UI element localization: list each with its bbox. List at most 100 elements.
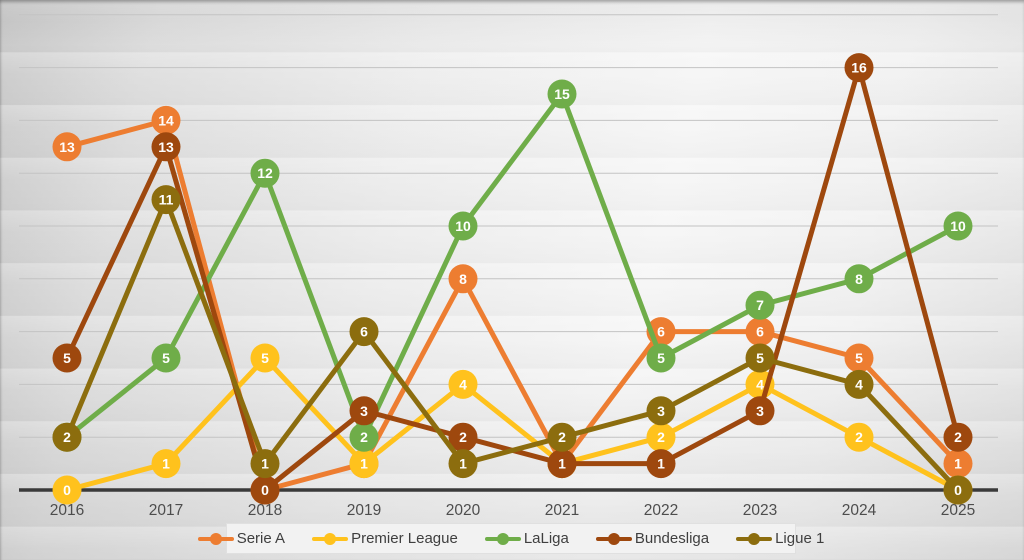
data-point-marker-premier-league (52, 475, 82, 505)
data-point-marker-laliga (646, 343, 676, 373)
legend-dot-icon (209, 532, 222, 545)
x-tick-label: 2018 (248, 502, 282, 519)
data-point-marker-premier-league (844, 422, 874, 452)
data-point-label-ligue-1: 0 (954, 482, 962, 498)
data-point-marker-ligue-1 (943, 475, 973, 505)
data-point-marker-premier-league (349, 449, 379, 479)
data-point-label-premier-league: 1 (162, 456, 170, 472)
data-point-label-laliga: 5 (162, 350, 170, 366)
data-point-label-premier-league: 4 (459, 376, 467, 392)
data-point-label-laliga: 12 (257, 165, 273, 181)
series-line-laliga (64, 91, 961, 440)
data-point-marker-bundesliga (52, 343, 82, 373)
data-point-marker-premier-league (151, 449, 181, 479)
data-point-label-ligue-1: 11 (159, 192, 174, 208)
data-point-label-serie-a: 8 (459, 271, 467, 287)
data-point-marker-laliga (151, 343, 181, 373)
data-point-marker-ligue-1 (448, 449, 478, 479)
data-point-marker-premier-league (646, 422, 676, 452)
data-point-marker-premier-league (250, 343, 280, 373)
data-point-label-ligue-1: 2 (63, 429, 71, 445)
legend-item-bundesliga[interactable]: Bundesliga (595, 530, 710, 547)
data-point-label-ligue-1: 1 (261, 456, 269, 472)
x-tick-label: 2022 (644, 502, 678, 519)
legend-item-label: LaLiga (523, 530, 569, 547)
legend-dot-icon (748, 532, 761, 545)
legend-item-label: Ligue 1 (775, 530, 825, 547)
legend-dot-icon (324, 532, 337, 545)
data-point-marker-ligue-1 (844, 369, 874, 399)
data-point-marker-laliga (745, 290, 775, 320)
legend-item-label: Serie A (236, 530, 286, 547)
data-point-label-laliga: 2 (360, 429, 368, 445)
data-point-label-bundesliga: 16 (851, 60, 867, 76)
data-point-label-ligue-1: 2 (558, 429, 566, 445)
data-point-marker-bundesliga (844, 53, 874, 83)
data-point-marker-ligue-1 (646, 396, 676, 426)
data-point-label-serie-a: 13 (59, 139, 75, 155)
legend-line-marker-icon (484, 532, 521, 545)
chart-legend: Serie A Premier League LaLiga Bundesliga Lig… (197, 523, 824, 554)
data-point-marker-serie-a (943, 449, 973, 479)
data-point-label-ligue-1: 4 (855, 376, 863, 392)
data-point-label-premier-league: 4 (756, 376, 764, 392)
data-point-marker-bundesliga (448, 422, 478, 452)
data-point-marker-ligue-1 (745, 343, 775, 373)
data-point-marker-laliga (943, 211, 973, 241)
data-point-label-bundesliga: 5 (63, 350, 71, 366)
data-point-label-bundesliga: 3 (360, 403, 368, 419)
data-point-label-laliga: 10 (950, 218, 966, 234)
legend-item-premier-league[interactable]: Premier League (312, 530, 458, 547)
legend-item-label: Premier League (351, 530, 458, 547)
data-point-label-ligue-1: 3 (657, 403, 665, 419)
data-point-label-bundesliga: 2 (459, 429, 467, 445)
legend-item-serie-a[interactable]: Serie A (197, 530, 286, 547)
data-point-label-bundesliga: 13 (158, 139, 174, 155)
data-point-marker-ligue-1 (547, 422, 577, 452)
data-point-marker-ligue-1 (349, 317, 379, 347)
data-point-marker-serie-a (448, 264, 478, 294)
data-point-marker-bundesliga (151, 132, 181, 162)
data-point-marker-bundesliga (349, 396, 379, 426)
x-tick-label: 2023 (743, 502, 777, 519)
data-point-label-ligue-1: 5 (756, 350, 764, 366)
legend-line-marker-icon (197, 532, 234, 545)
data-point-label-bundesliga: 3 (756, 403, 764, 419)
data-point-label-laliga: 10 (455, 218, 471, 234)
data-point-label-bundesliga: 1 (558, 456, 566, 472)
legend-line-marker-icon (595, 532, 632, 545)
data-point-marker-premier-league (448, 369, 478, 399)
data-point-label-laliga: 5 (657, 350, 665, 366)
legend-dot-icon (496, 532, 509, 545)
series-line-premier-league (64, 355, 961, 493)
data-point-marker-ligue-1 (250, 449, 280, 479)
data-point-label-serie-a: 6 (756, 324, 764, 340)
data-point-label-ligue-1: 1 (459, 456, 467, 472)
data-point-label-premier-league: 2 (855, 429, 863, 445)
data-point-marker-ligue-1 (52, 422, 82, 452)
data-point-marker-laliga (349, 422, 379, 452)
data-point-label-premier-league: 2 (657, 429, 665, 445)
data-point-label-laliga: 7 (756, 297, 764, 313)
data-point-marker-bundesliga (745, 396, 775, 426)
legend-line-marker-icon (736, 532, 773, 545)
data-point-label-laliga: 15 (554, 86, 570, 102)
data-point-label-ligue-1: 6 (360, 324, 368, 340)
series-line-ligue-1 (64, 197, 961, 493)
data-point-marker-ligue-1 (151, 185, 181, 215)
legend-item-laliga[interactable]: LaLiga (484, 530, 569, 547)
data-point-label-laliga: 8 (855, 271, 863, 287)
data-point-label-serie-a: 14 (158, 112, 174, 128)
data-point-label-bundesliga: 1 (657, 456, 665, 472)
x-tick-label: 2025 (941, 502, 975, 519)
data-point-marker-serie-a (52, 132, 82, 162)
data-point-marker-serie-a (151, 105, 181, 135)
x-tick-label: 2024 (842, 502, 877, 519)
legend-line-marker-icon (312, 532, 349, 545)
data-point-label-bundesliga: 0 (261, 482, 269, 498)
legend-item-ligue-1[interactable]: Ligue 1 (736, 530, 824, 547)
data-point-label-premier-league: 5 (261, 350, 269, 366)
legend-item-label: Bundesliga (634, 530, 710, 547)
x-tick-label: 2016 (50, 502, 84, 519)
